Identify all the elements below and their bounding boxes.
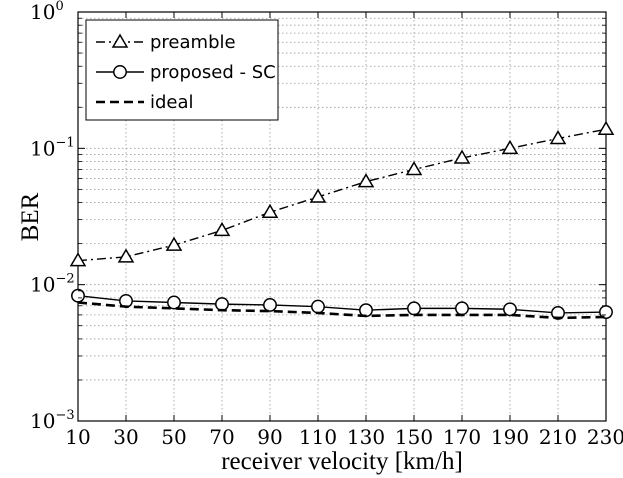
series-preamble (69, 120, 615, 267)
data-point-proposed-sc (455, 301, 469, 316)
data-point-preamble (69, 252, 87, 267)
data-point-preamble (309, 188, 327, 203)
x-tick-label: 30 (113, 425, 138, 449)
y-tick-label: 100 (30, 0, 64, 24)
legend-label-preamble: preamble (150, 32, 236, 53)
legend: preamble proposed - SC ideal (85, 19, 279, 121)
series-layer (69, 120, 615, 320)
x-tick-label: 230 (587, 425, 623, 449)
data-point-preamble (597, 120, 615, 136)
series-line-preamble (77, 128, 607, 262)
data-point-preamble (117, 248, 135, 263)
series-line-ideal (77, 301, 607, 320)
data-point-proposed-sc (215, 297, 229, 312)
y-tick-label: 10−1 (30, 135, 75, 160)
data-point-proposed-sc (311, 299, 325, 314)
x-tick-label: 50 (161, 425, 186, 449)
data-point-proposed-sc (71, 288, 85, 303)
x-tick-label: 90 (257, 425, 282, 449)
plot-frame (77, 11, 607, 422)
x-axis-label: receiver velocity [km/h] (221, 448, 463, 475)
data-point-proposed-sc (503, 302, 517, 317)
series-ideal (77, 301, 607, 320)
data-point-preamble (357, 173, 375, 188)
x-tick-label: 130 (347, 425, 385, 449)
data-point-preamble (165, 236, 183, 251)
x-tick-label: 150 (395, 425, 433, 449)
data-point-proposed-sc (407, 301, 421, 316)
data-point-preamble (549, 130, 567, 145)
x-tick-label: 190 (491, 425, 529, 449)
data-point-preamble (405, 160, 423, 176)
x-tick-label: 110 (299, 425, 337, 449)
data-point-preamble (261, 203, 279, 218)
x-axis: 10 30 50 70 90 110 130 150 170 190 210 230 (65, 12, 623, 449)
series-proposed-sc (71, 288, 613, 320)
y-tick-label: 10−2 (30, 272, 75, 297)
y-axis: 10−3 10−2 10−1 100 (30, 0, 606, 433)
legend-label-ideal: ideal (150, 92, 194, 113)
y-axis-label: BER (17, 192, 44, 241)
series-line-proposed-sc (77, 295, 607, 314)
data-point-proposed-sc (263, 297, 277, 312)
data-point-preamble (501, 139, 519, 155)
legend-marker-proposed-sc (113, 65, 127, 79)
x-tick-label: 70 (209, 425, 234, 449)
x-tick-label: 170 (443, 425, 481, 449)
x-tick-label: 10 (65, 425, 90, 449)
legend-marker-preamble (111, 33, 129, 48)
data-point-proposed-sc (167, 295, 181, 310)
data-point-preamble (213, 221, 231, 237)
y-tick-label: 10−3 (30, 408, 75, 433)
x-tick-label: 210 (539, 425, 577, 449)
data-point-preamble (453, 149, 471, 164)
legend-label-proposed-sc: proposed - SC (150, 62, 276, 83)
